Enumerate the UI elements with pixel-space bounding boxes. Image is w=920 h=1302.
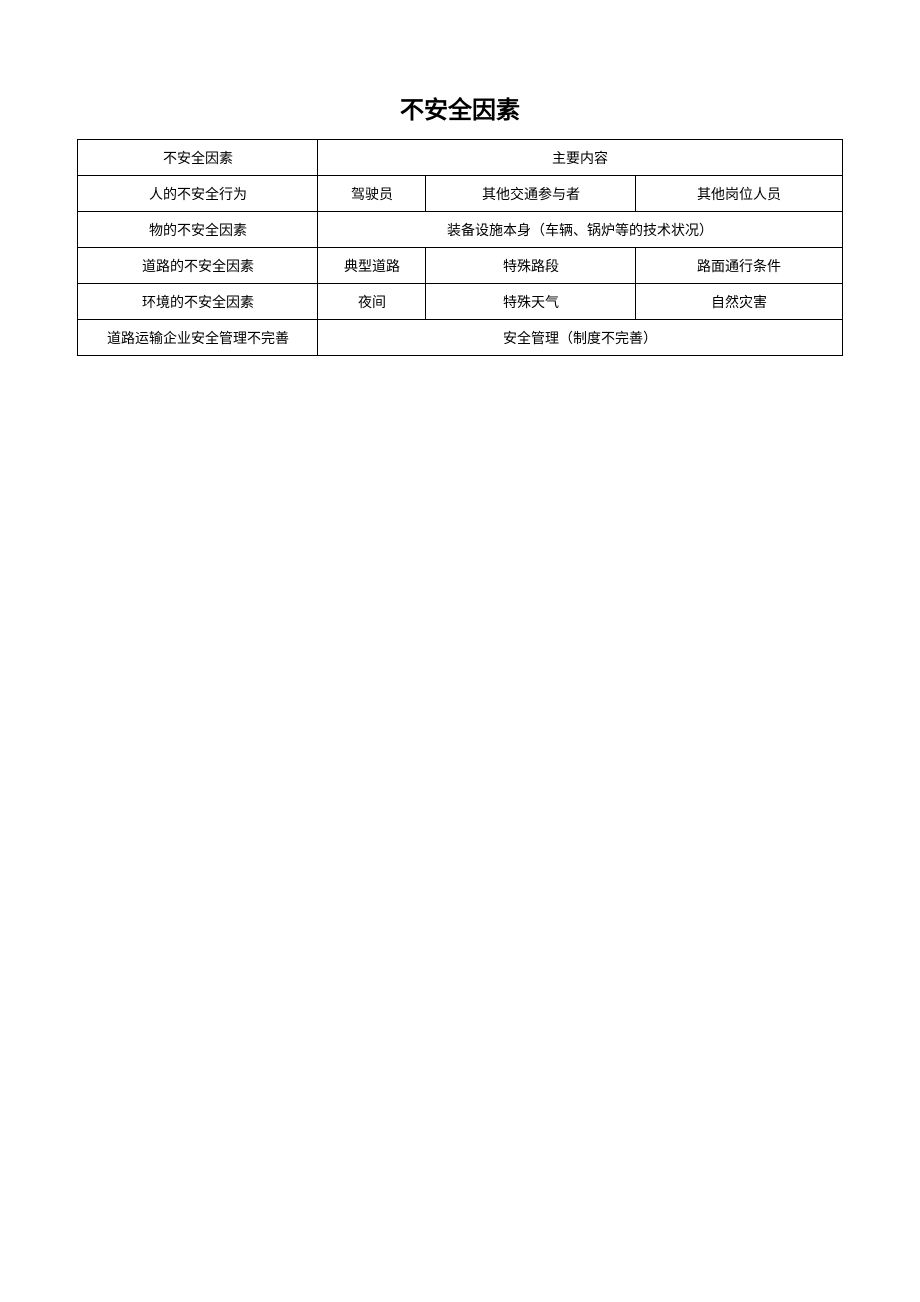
row-content-cell: 自然灾害	[636, 284, 842, 320]
row-content-cell: 路面通行条件	[636, 248, 842, 284]
table-row: 物的不安全因素 装备设施本身（车辆、锅炉等的技术状况）	[78, 212, 842, 248]
row-content-merged: 主要内容	[318, 140, 842, 176]
row-content-merged: 安全管理（制度不完善）	[318, 320, 842, 356]
row-label: 人的不安全行为	[78, 176, 318, 212]
row-content-merged: 装备设施本身（车辆、锅炉等的技术状况）	[318, 212, 842, 248]
row-content-cell: 特殊天气	[426, 284, 636, 320]
table-row: 道路运输企业安全管理不完善 安全管理（制度不完善）	[78, 320, 842, 356]
row-content-cell: 其他岗位人员	[636, 176, 842, 212]
row-content-cell: 其他交通参与者	[426, 176, 636, 212]
row-label: 环境的不安全因素	[78, 284, 318, 320]
row-content-cell: 驾驶员	[318, 176, 426, 212]
table-row: 人的不安全行为 驾驶员 其他交通参与者 其他岗位人员	[78, 176, 842, 212]
row-content-cell: 特殊路段	[426, 248, 636, 284]
table-row: 道路的不安全因素 典型道路 特殊路段 路面通行条件	[78, 248, 842, 284]
table-row: 环境的不安全因素 夜间 特殊天气 自然灾害	[78, 284, 842, 320]
row-label: 不安全因素	[78, 140, 318, 176]
table-row: 不安全因素 主要内容	[78, 140, 842, 176]
row-content-cell: 夜间	[318, 284, 426, 320]
row-label: 道路的不安全因素	[78, 248, 318, 284]
page-title: 不安全因素	[0, 90, 920, 125]
row-content-cell: 典型道路	[318, 248, 426, 284]
row-label: 物的不安全因素	[78, 212, 318, 248]
row-label: 道路运输企业安全管理不完善	[78, 320, 318, 356]
safety-factors-table: 不安全因素 主要内容 人的不安全行为 驾驶员 其他交通参与者 其他岗位人员 物的…	[77, 139, 842, 356]
